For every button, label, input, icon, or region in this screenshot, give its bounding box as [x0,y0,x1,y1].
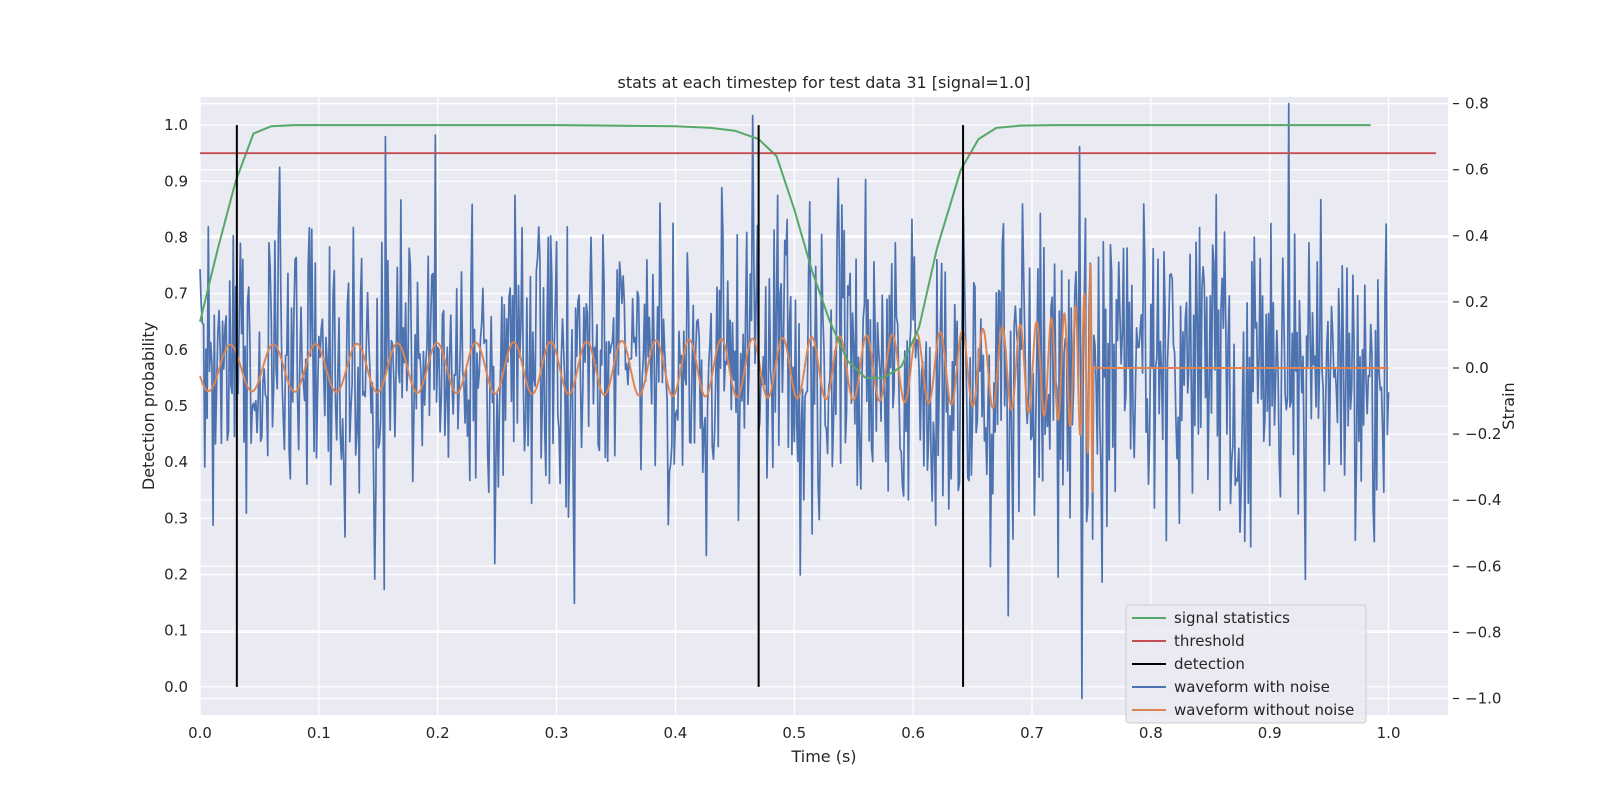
x-tick-label: 0.5 [782,724,806,742]
y-axis-label-right: Strain [1499,382,1518,429]
y-tick-label-right: −0.8 [1465,623,1501,641]
legend: signal statistics threshold detection wa… [1125,604,1367,724]
legend-entry-threshold: threshold [1132,632,1245,650]
x-tick-label: 1.0 [1377,724,1401,742]
x-tick-label: 0.4 [663,724,687,742]
x-axis-label: Time (s) [790,747,856,766]
legend-entry-detection: detection [1132,655,1245,673]
y-tick-label-right: 0.2 [1465,293,1489,311]
chart-title: stats at each timestep for test data 31 … [618,73,1031,92]
y-tick-label-right: −0.4 [1465,491,1501,509]
y-tick-label-left: 0.8 [164,228,188,246]
y-tick-label-left: 0.0 [164,678,188,696]
legend-box [1125,604,1367,724]
y-tick-label-left: 0.6 [164,341,188,359]
y-tick-label-right: −1.0 [1465,689,1501,707]
y-tick-label-right: −0.6 [1465,557,1501,575]
legend-label-waveform-without-noise: waveform without noise [1174,701,1354,719]
legend-label-threshold: threshold [1174,632,1245,650]
legend-label-waveform-with-noise: waveform with noise [1174,678,1330,696]
x-tick-label: 0.6 [901,724,925,742]
y-tick-label-left: 0.1 [164,622,188,640]
legend-entry-waveform-with-noise: waveform with noise [1132,678,1330,696]
y-tick-label-right: 0.8 [1465,95,1489,113]
x-tick-label: 0.3 [545,724,569,742]
legend-entry-waveform-without-noise: waveform without noise [1132,701,1354,719]
y-tick-label-right: 0.4 [1465,227,1489,245]
y-tick-label-left: 0.7 [164,285,188,303]
x-tick-label: 0.8 [1139,724,1163,742]
y-tick-label-right: 0.6 [1465,161,1489,179]
y-tick-label-right: 0.0 [1465,359,1489,377]
y-tick-label-left: 0.5 [164,397,188,415]
x-tick-label: 0.9 [1258,724,1282,742]
y-tick-label-left: 0.2 [164,566,188,584]
x-tick-label: 0.2 [426,724,450,742]
x-tick-label: 0.7 [1020,724,1044,742]
series-line-waveform-with-noise [199,102,1390,700]
series-line-waveform-without-noise [199,263,1390,493]
y-tick-label-left: 0.9 [164,172,188,190]
y-tick-label-left: 0.4 [164,453,188,471]
y-tick-label-left: 1.0 [164,116,188,134]
legend-entry-signal-statistics: signal statistics [1132,609,1290,627]
axes: 0.0 0.1 0.2 0.3 0.4 0.5 0.6 0.7 0.8 0.9 1.0 0.0 0.1 0… [164,95,1501,742]
y-axis-label-left: Detection probability [139,322,158,490]
y-tick-label-right: −0.2 [1465,425,1501,443]
legend-label-signal-statistics: signal statistics [1174,609,1290,627]
x-tick-label: 0.0 [188,724,212,742]
legend-label-detection: detection [1174,655,1245,673]
y-tick-label-left: 0.3 [164,509,188,527]
series-line-signal-statistics [199,124,1371,379]
series-layer [199,102,1437,700]
x-tick-label: 0.1 [307,724,331,742]
